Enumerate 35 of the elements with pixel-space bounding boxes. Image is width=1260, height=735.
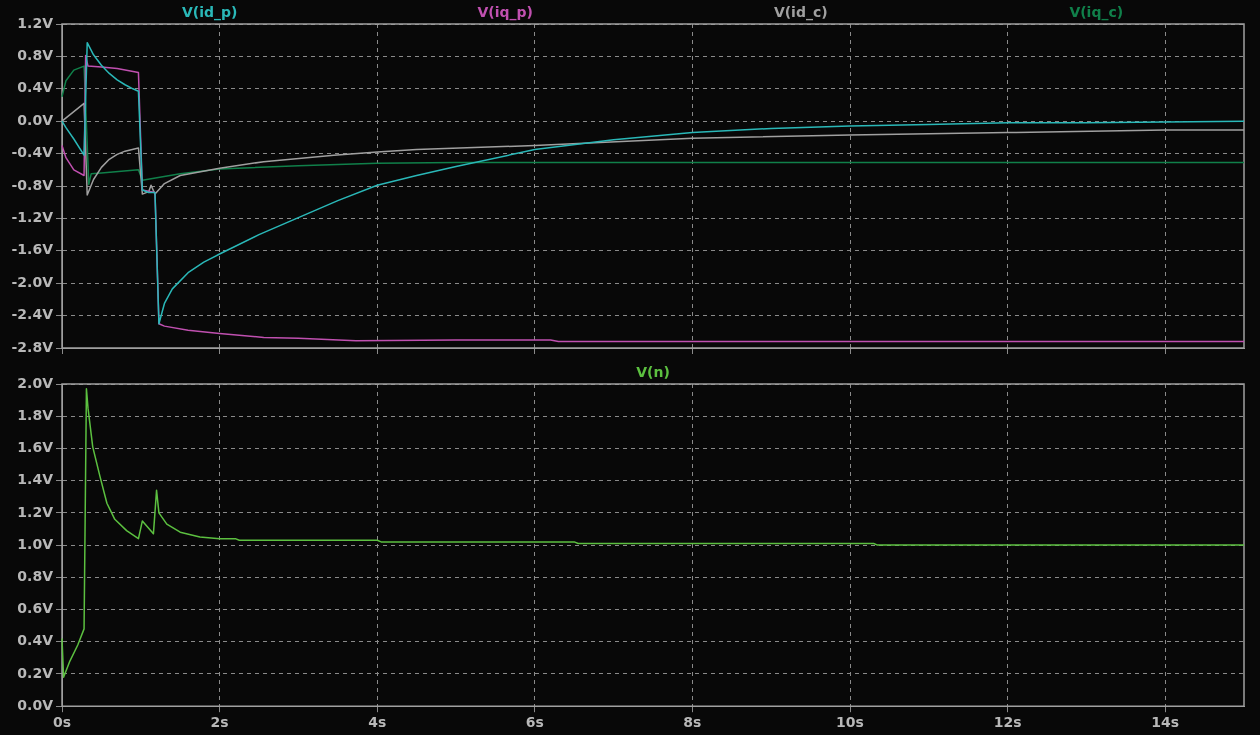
text: V(iq_p) xyxy=(477,3,533,21)
text: V(id_c) xyxy=(773,3,828,21)
y-tick-label: -2.4V xyxy=(11,306,54,323)
y-tick-label: 0.0V xyxy=(17,696,54,713)
text: V(id_p) xyxy=(182,3,238,21)
x-tick-label: 0s xyxy=(52,714,72,731)
y-tick-label: 1.4V xyxy=(17,471,54,488)
y-tick-label: 0.0V xyxy=(17,111,54,128)
y-tick-label: -2.0V xyxy=(11,273,54,290)
x-tick-label: 12s xyxy=(993,714,1022,731)
y-tick-label: -2.8V xyxy=(11,338,54,355)
y-tick-label: -1.2V xyxy=(11,209,54,226)
y-tick-label: -1.6V xyxy=(11,241,54,258)
y-tick-label: 0.2V xyxy=(17,664,54,681)
y-tick-label: 0.6V xyxy=(17,600,54,617)
y-tick-label: 1.0V xyxy=(17,535,54,552)
x-tick-label: 6s xyxy=(525,714,544,731)
x-tick-label: 2s xyxy=(210,714,229,731)
text: V(iq_c) xyxy=(1069,3,1124,21)
y-tick-label: -0.4V xyxy=(11,144,54,161)
text: V(n) xyxy=(636,363,670,380)
y-tick-label: 1.2V xyxy=(17,14,54,31)
x-tick-label: 8s xyxy=(683,714,702,731)
y-tick-label: 0.8V xyxy=(17,567,54,584)
y-tick-label: 1.2V xyxy=(17,503,54,520)
y-tick-label: 2.0V xyxy=(17,374,54,391)
y-tick-label: 1.6V xyxy=(17,439,54,456)
y-tick-label: -0.8V xyxy=(11,176,54,193)
y-tick-label: 0.4V xyxy=(17,632,54,649)
y-tick-label: 0.8V xyxy=(17,47,54,64)
x-tick-label: 4s xyxy=(368,714,387,731)
y-tick-label: 1.8V xyxy=(17,406,54,423)
x-tick-label: 10s xyxy=(836,714,864,731)
x-tick-label: 14s xyxy=(1151,714,1180,731)
y-tick-label: 0.4V xyxy=(17,79,54,96)
